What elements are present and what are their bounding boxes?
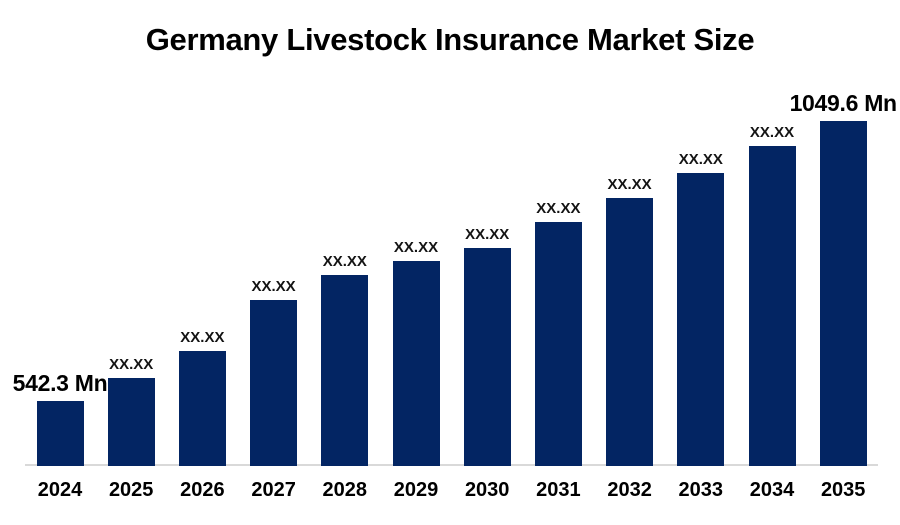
bar-2032 [606, 198, 654, 466]
value-label-2029: XX.XX [393, 239, 439, 256]
value-label-2035: 1049.6 Mn [789, 90, 898, 116]
value-label-2024: 542.3 Mn [12, 370, 108, 396]
bar-2030 [463, 248, 511, 466]
chart-title: Germany Livestock Insurance Market Size [0, 22, 900, 58]
x-axis-line [25, 464, 878, 466]
value-label-2026: XX.XX [180, 329, 225, 346]
bar-2026 [178, 351, 226, 466]
bar-2035 [819, 121, 867, 466]
x-tick-2035: 2035 [820, 479, 866, 501]
value-label-2033: XX.XX [678, 151, 723, 168]
x-tick-2031: 2031 [536, 479, 581, 501]
value-label-2034: XX.XX [749, 124, 795, 141]
x-tick-2027: 2027 [251, 479, 296, 501]
bar-2034 [748, 146, 796, 466]
x-tick-2029: 2029 [393, 479, 439, 501]
x-tick-2026: 2026 [180, 479, 225, 501]
x-tick-2025: 2025 [108, 479, 154, 501]
x-tick-2024: 2024 [37, 479, 83, 501]
chart-title-main: Germany Livestock Insurance [145, 22, 579, 57]
value-label-2028: XX.XX [322, 253, 367, 270]
value-label-2025: XX.XX [109, 356, 154, 373]
value-label-2027: XX.XX [251, 278, 296, 295]
value-label-2031: XX.XX [536, 200, 581, 217]
bar-2025 [107, 378, 155, 466]
value-label-2030: XX.XX [465, 226, 510, 243]
value-label-2032: XX.XX [607, 176, 652, 193]
x-tick-2032: 2032 [607, 479, 652, 501]
bar-2031 [534, 222, 582, 466]
bar-2028 [321, 275, 369, 466]
x-tick-2028: 2028 [322, 479, 368, 501]
chart-title-suffix: Market Size [587, 22, 755, 57]
bar-2029 [392, 261, 440, 466]
x-tick-2034: 2034 [749, 479, 795, 501]
bar-2024 [36, 401, 84, 466]
x-tick-2030: 2030 [464, 479, 510, 501]
bar-2027 [250, 300, 298, 466]
bar-2033 [677, 173, 725, 466]
x-tick-2033: 2033 [678, 479, 724, 501]
